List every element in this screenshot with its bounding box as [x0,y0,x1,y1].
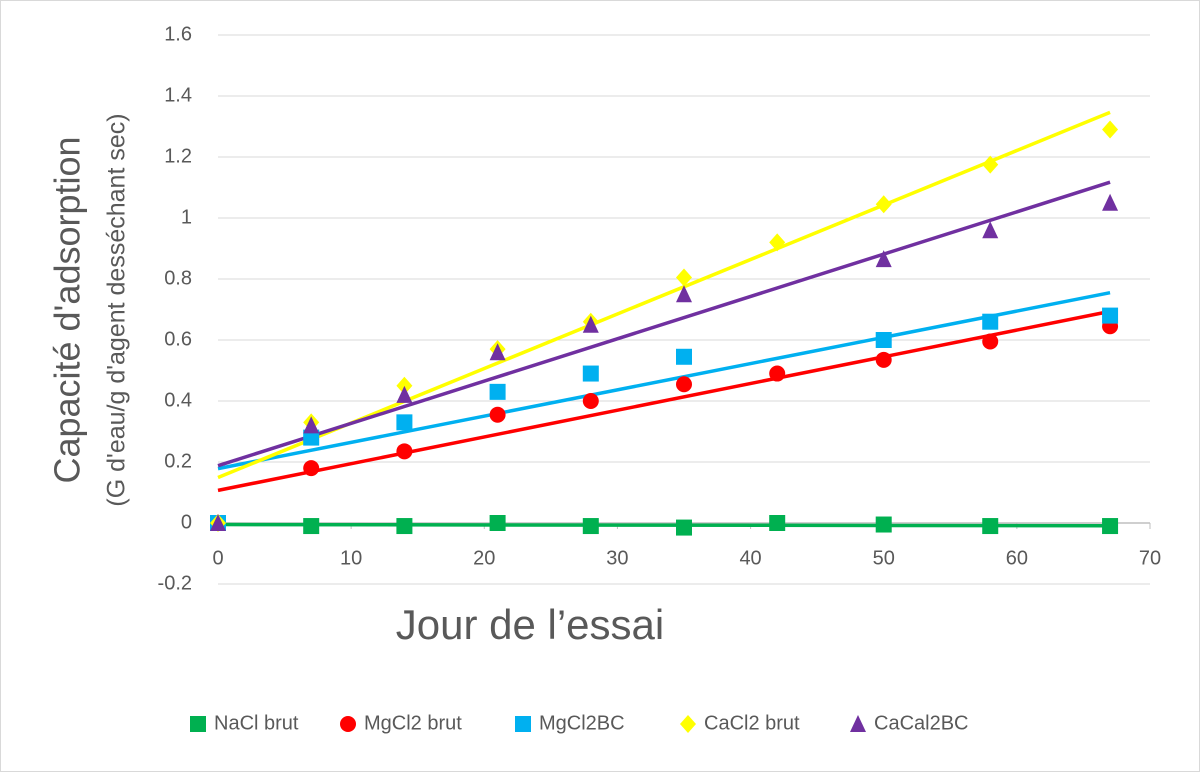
marker [769,515,786,531]
legend-item: CaCl2 brut [680,712,800,734]
marker [1102,518,1119,535]
y-tick-label: 1.6 [164,23,192,45]
x-tick-label: 70 [1139,547,1161,569]
legend-label: CaCal2BC [874,712,968,734]
marker [582,393,599,409]
marker [982,313,999,330]
x-tick-label: 10 [340,547,362,569]
marker [303,429,320,446]
marker [850,715,866,732]
y-tick-label: 1 [181,206,192,228]
marker [875,195,892,214]
x-tick-label: 60 [1006,547,1028,569]
marker [1102,307,1119,324]
x-tick-label: 0 [212,547,223,569]
legend-item: CaCal2BC [850,712,968,734]
marker [982,221,999,239]
marker [676,348,692,365]
y-axis-subtitle: (G d'eau/g d'agent desséchant sec) [103,113,131,506]
marker [680,715,696,733]
marker [875,332,892,348]
marker [676,519,692,536]
y-tick-label: 1.2 [164,145,192,167]
legend-item: MgCl2 brut [340,712,462,734]
trendline [217,522,1111,528]
legend-label: MgCl2BC [539,712,625,734]
y-tick-label: 0.6 [164,328,192,350]
legend-label: CaCl2 brut [704,712,800,734]
trendline [217,290,1111,471]
marker [210,514,226,531]
marker [769,365,786,382]
marker [875,250,892,268]
marker [396,385,413,403]
x-tick-label: 40 [739,547,761,569]
marker [982,155,999,174]
marker [676,285,692,303]
marker [875,516,892,533]
marker [1102,193,1119,211]
y-axis-title: Capacité d'adsorption [47,136,88,483]
y-tick-label: 1.4 [164,84,192,106]
marker [875,351,892,368]
y-tick-label: 0.4 [164,389,192,411]
marker [489,343,506,361]
marker [676,376,692,393]
x-tick-label: 50 [873,547,895,569]
legend-label: NaCl brut [214,712,299,734]
marker [769,233,786,252]
marker [340,716,356,732]
marker [303,460,320,477]
legend-label: MgCl2 brut [364,712,462,734]
x-tick-label: 30 [606,547,628,569]
marker [396,518,413,535]
marker [489,383,506,400]
marker [303,518,320,535]
marker [582,365,599,382]
marker [1102,120,1119,139]
marker [515,716,531,732]
y-tick-label: 0.2 [164,450,192,472]
marker [982,333,999,350]
trendline [217,180,1111,468]
marker [489,406,506,423]
y-tick-label: 0 [181,511,192,533]
marker [489,515,506,531]
y-tick-label: 0.8 [164,267,192,289]
x-tick-label: 20 [473,547,495,569]
marker [396,443,413,460]
marker [396,414,413,431]
marker [190,716,206,732]
marker [982,518,999,535]
y-tick-label: -0.2 [158,572,192,594]
marker [676,268,692,287]
trendline [217,309,1111,493]
x-axis-title: Jour de l’essai [396,601,664,648]
marker [582,518,599,535]
legend-item: MgCl2BC [515,712,625,734]
marker [396,376,413,395]
marker [582,315,599,333]
marker [303,416,320,434]
legend-item: NaCl brut [190,712,299,734]
